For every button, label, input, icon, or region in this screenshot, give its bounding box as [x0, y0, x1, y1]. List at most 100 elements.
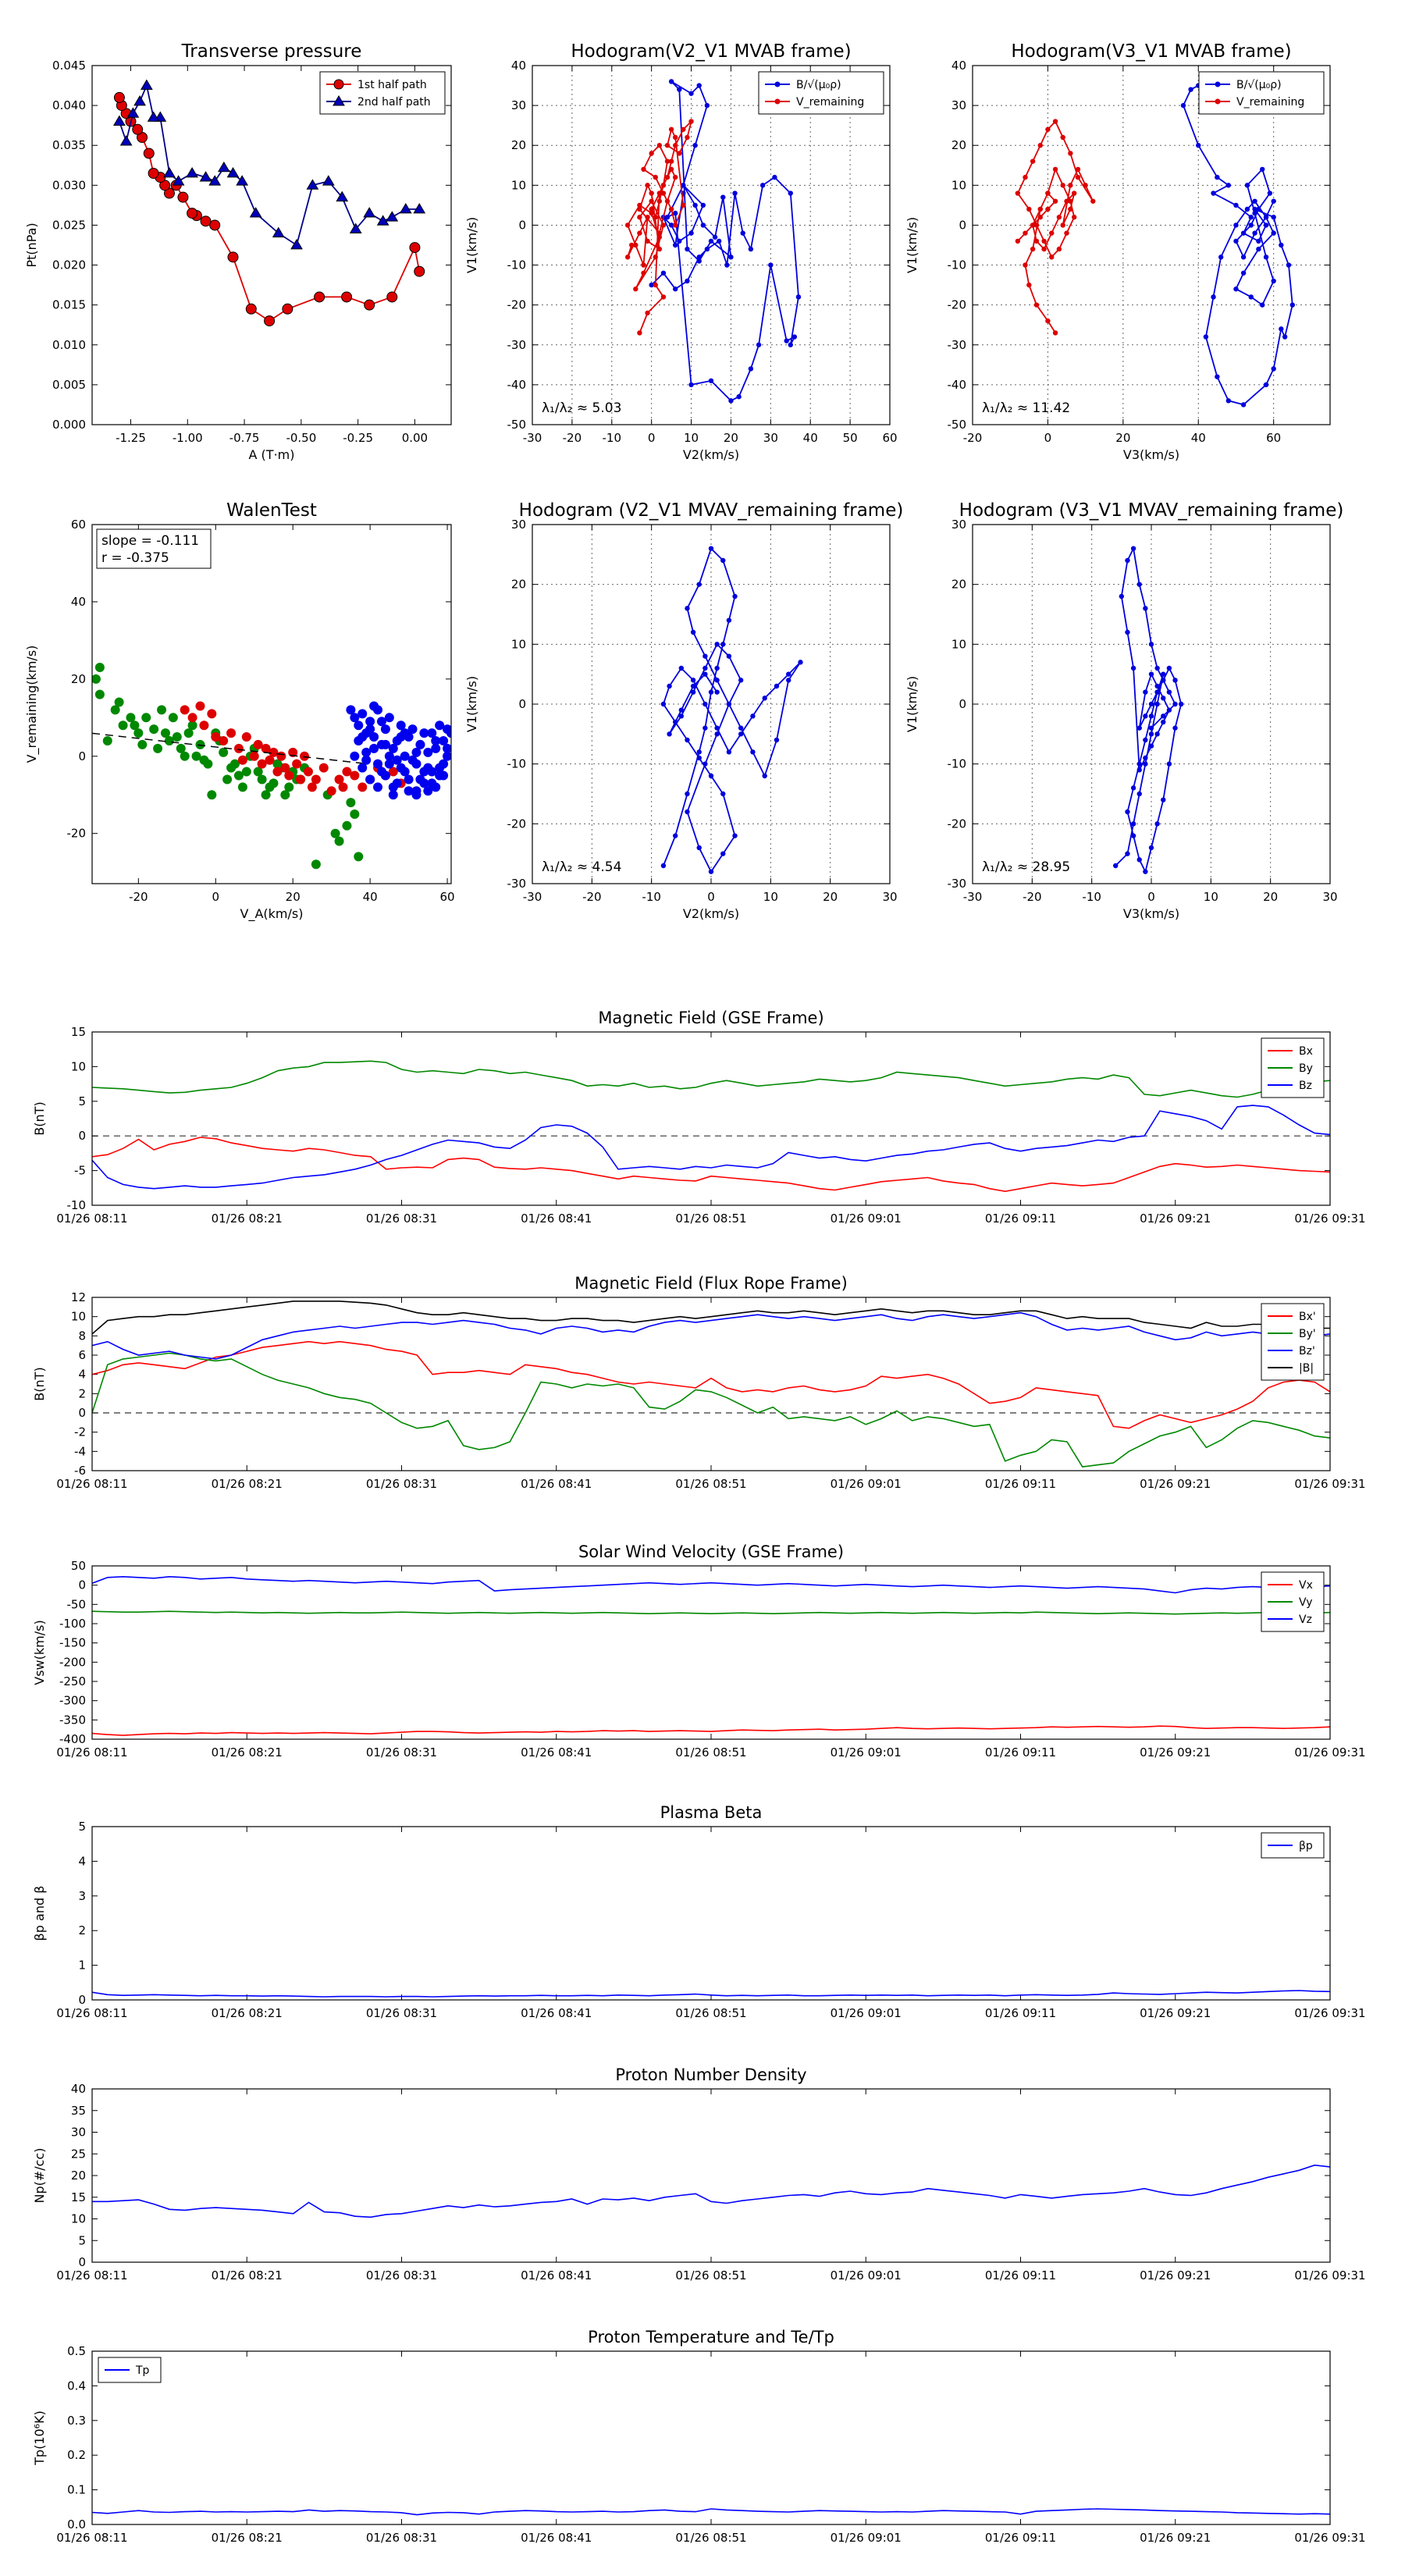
y-tick-label: 30 [951, 98, 966, 112]
data-point [1068, 151, 1073, 156]
data-point [376, 215, 389, 226]
data-point [708, 378, 714, 383]
data-point [431, 743, 441, 753]
axes-frame [91, 524, 452, 884]
data-point [1148, 701, 1154, 707]
data-point [700, 202, 706, 208]
y-tick-label: -40 [948, 378, 967, 392]
data-point [784, 338, 789, 343]
data-point [690, 683, 696, 689]
x-tick-label: 01/26 08:31 [366, 2531, 437, 2545]
y-tick-label: 10 [71, 1310, 86, 1324]
data-point [673, 143, 678, 148]
x-tick-label: 01/26 08:11 [56, 1745, 127, 1759]
data-point [1023, 230, 1028, 236]
y-tick-label: 0.5 [67, 2344, 86, 2358]
data-point [292, 759, 302, 769]
data-point [148, 168, 159, 179]
x-tick-label: 30 [1322, 890, 1337, 904]
x-tick-label: -1.25 [116, 431, 146, 445]
data-point [350, 751, 360, 761]
y-tick-label: 0.005 [52, 378, 86, 392]
data-point [696, 755, 702, 761]
data-point [649, 206, 654, 212]
data-point [1252, 210, 1257, 216]
data-point [1052, 166, 1058, 173]
data-point [427, 728, 437, 738]
series-group [660, 546, 803, 874]
x-tick-label: 01/26 08:31 [366, 1477, 437, 1491]
data-point [423, 763, 433, 773]
y-tick-label: -350 [59, 1713, 86, 1727]
y-tick-label: 5 [78, 1094, 86, 1108]
data-point [369, 732, 379, 742]
y-tick-label: 20 [71, 672, 86, 686]
series-line [92, 1990, 1330, 1998]
data-point [728, 398, 734, 404]
y-tick-label: -40 [507, 378, 527, 392]
data-point [1143, 761, 1148, 767]
x-tick-label: -1.00 [173, 431, 203, 445]
data-point [656, 234, 663, 240]
data-point [668, 222, 674, 228]
data-point [1136, 761, 1142, 767]
data-point [791, 334, 798, 340]
legend-label: Bz [1299, 1080, 1312, 1092]
data-point [199, 755, 209, 765]
data-point [1148, 642, 1154, 647]
data-point [1130, 785, 1136, 791]
data-point [738, 725, 744, 731]
data-point [322, 175, 335, 186]
data-point [290, 239, 303, 250]
series-line [92, 1300, 1330, 1335]
data-point [696, 83, 702, 88]
data-point [645, 310, 650, 316]
chart-ts1: 01/26 08:11 01/26 08:21 01/26 08:31 01/26 0… [32, 1009, 1366, 1226]
chart-title: Hodogram(V2_V1 MVAB frame) [571, 41, 851, 62]
y-axis-label: Np(#/cc) [32, 2148, 47, 2204]
y-tick-label: 12 [71, 1290, 86, 1304]
data-point [1119, 593, 1125, 600]
data-point [688, 382, 694, 388]
series-group [92, 1990, 1330, 1998]
y-tick-label: 20 [951, 138, 966, 152]
series-group [92, 2508, 1330, 2516]
data-point [334, 774, 344, 785]
data-point [404, 774, 414, 785]
x-tick-label: 01/26 08:11 [56, 2006, 127, 2020]
data-point [1045, 206, 1051, 212]
legend-marker [333, 79, 344, 90]
data-point [439, 735, 449, 745]
data-point [1154, 665, 1160, 671]
y-tick-label: 4 [78, 1368, 86, 1382]
data-point [284, 782, 294, 792]
data-point [1218, 254, 1224, 260]
x-tick-label: 10 [1204, 890, 1218, 904]
data-point [726, 701, 732, 707]
series-line [92, 1060, 1330, 1098]
data-point [1180, 102, 1186, 109]
data-point [126, 713, 136, 723]
data-point [1045, 318, 1051, 324]
y-tick-label: 35 [71, 2104, 86, 2118]
axes-frame [972, 65, 1331, 425]
x-tick-label: 01/26 08:11 [56, 2531, 127, 2545]
data-point [1130, 821, 1136, 827]
data-point [728, 254, 734, 260]
legend-label: V_remaining [796, 96, 864, 109]
data-point [1030, 246, 1036, 252]
data-point [786, 678, 791, 683]
data-point [1056, 246, 1062, 252]
data-point [704, 246, 710, 252]
x-tick-label: -10 [642, 890, 661, 904]
y-axis-label: B(nT) [32, 1367, 47, 1400]
x-tick-label: 30 [882, 890, 897, 904]
data-point [1060, 183, 1065, 188]
y-axis-label: V1(km/s) [905, 217, 919, 273]
y-tick-label: 0 [959, 218, 966, 232]
data-point [1286, 262, 1292, 268]
data-point [1161, 719, 1166, 725]
data-point [211, 732, 221, 742]
x-tick-label: 01/26 08:51 [675, 2006, 746, 2020]
data-point [1026, 282, 1032, 288]
